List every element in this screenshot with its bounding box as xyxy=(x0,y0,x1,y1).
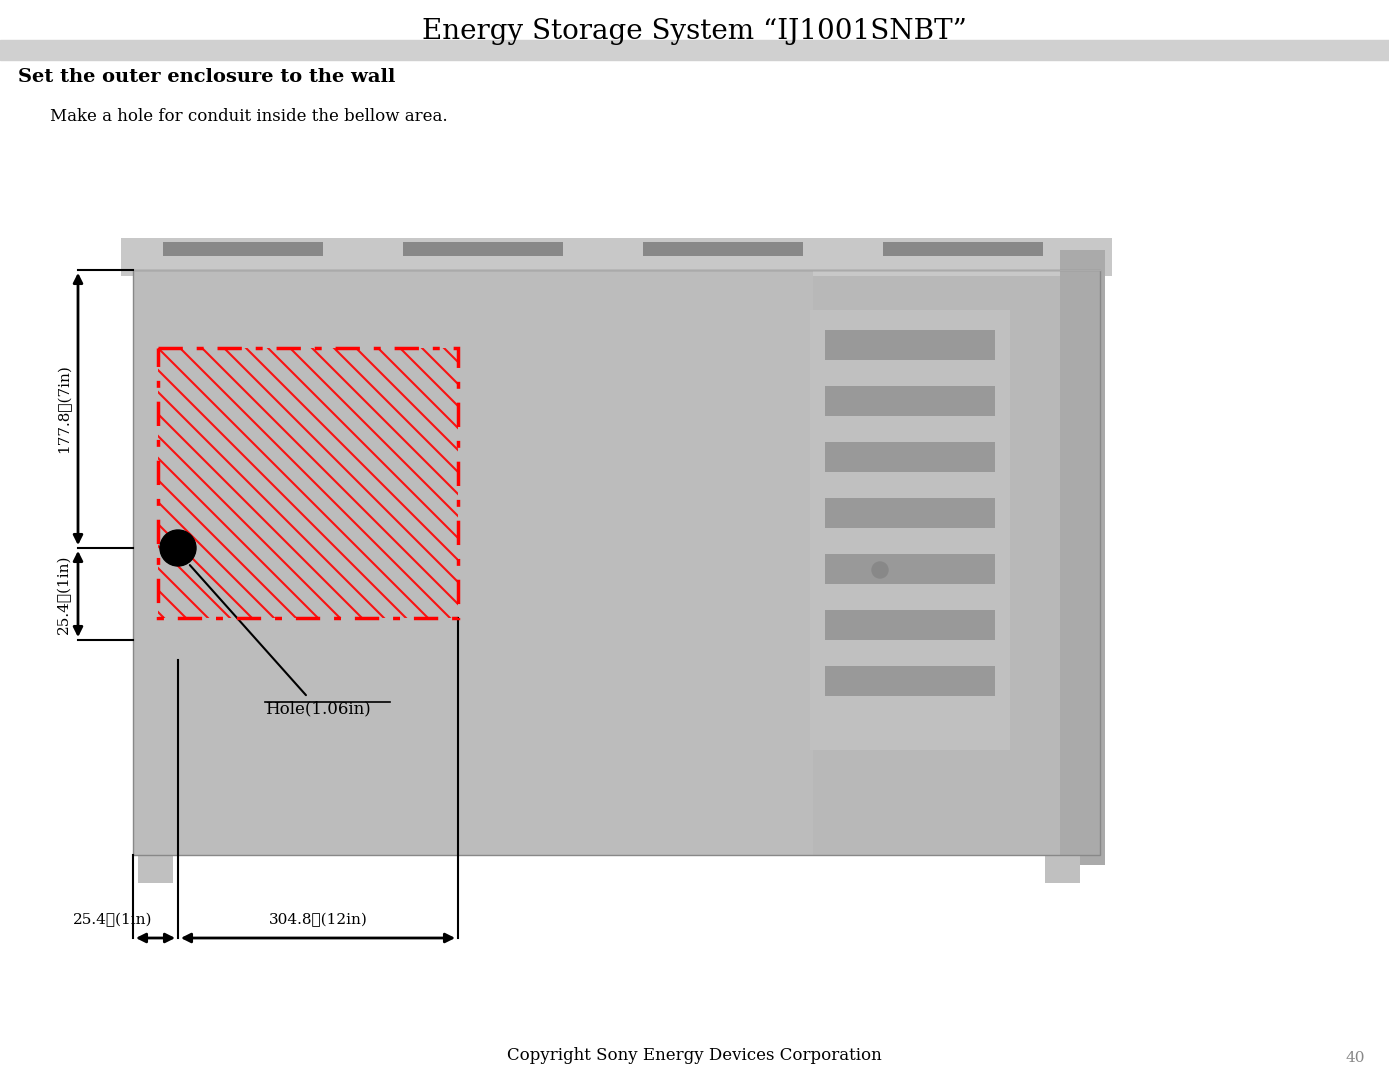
Text: 25.4㎜(1in): 25.4㎜(1in) xyxy=(74,913,153,927)
Bar xyxy=(133,270,1100,855)
Bar xyxy=(138,855,174,883)
Circle shape xyxy=(872,562,888,578)
Text: Copyright Sony Energy Devices Corporation: Copyright Sony Energy Devices Corporatio… xyxy=(507,1046,882,1063)
Bar xyxy=(403,242,563,256)
Bar xyxy=(158,348,458,618)
Bar xyxy=(163,242,324,256)
Bar xyxy=(825,386,995,416)
Bar xyxy=(883,242,1043,256)
Text: Make a hole for conduit inside the bellow area.: Make a hole for conduit inside the bello… xyxy=(50,108,447,125)
Text: Hole(1.06in): Hole(1.06in) xyxy=(190,565,371,717)
Bar xyxy=(1045,855,1081,883)
Bar xyxy=(133,270,813,855)
Text: Set the outer enclosure to the wall: Set the outer enclosure to the wall xyxy=(18,68,396,86)
Bar xyxy=(825,610,995,640)
Bar xyxy=(810,310,1010,750)
Bar xyxy=(643,242,803,256)
Text: 25.4㎜(1in): 25.4㎜(1in) xyxy=(57,554,71,634)
Text: Energy Storage System “IJ1001SNBT”: Energy Storage System “IJ1001SNBT” xyxy=(422,18,967,46)
Bar xyxy=(825,666,995,696)
Bar xyxy=(825,498,995,528)
Text: 40: 40 xyxy=(1346,1051,1365,1064)
Bar xyxy=(825,442,995,472)
Bar xyxy=(121,238,1113,276)
Text: 304.8㎜(12in): 304.8㎜(12in) xyxy=(268,913,368,927)
Bar xyxy=(825,554,995,584)
Bar xyxy=(1060,250,1106,865)
Circle shape xyxy=(160,530,196,566)
Text: 177.8㎜(7in): 177.8㎜(7in) xyxy=(57,364,71,453)
Bar xyxy=(0,40,1389,60)
Bar xyxy=(825,330,995,360)
Bar xyxy=(133,270,1100,855)
